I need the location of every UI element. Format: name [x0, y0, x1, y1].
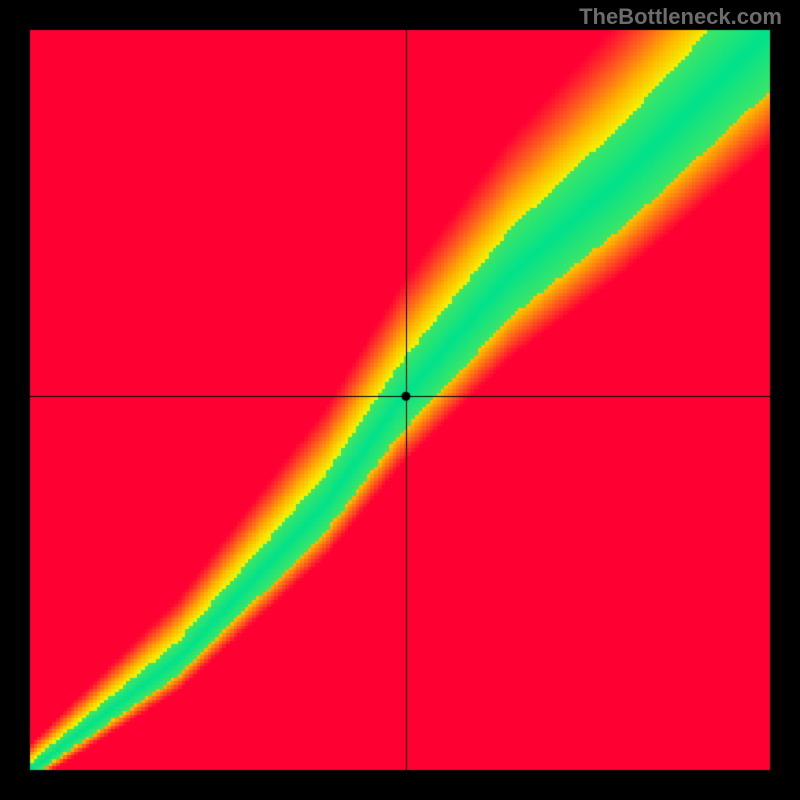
- watermark-text: TheBottleneck.com: [579, 4, 782, 30]
- bottleneck-heatmap-canvas: [0, 0, 800, 800]
